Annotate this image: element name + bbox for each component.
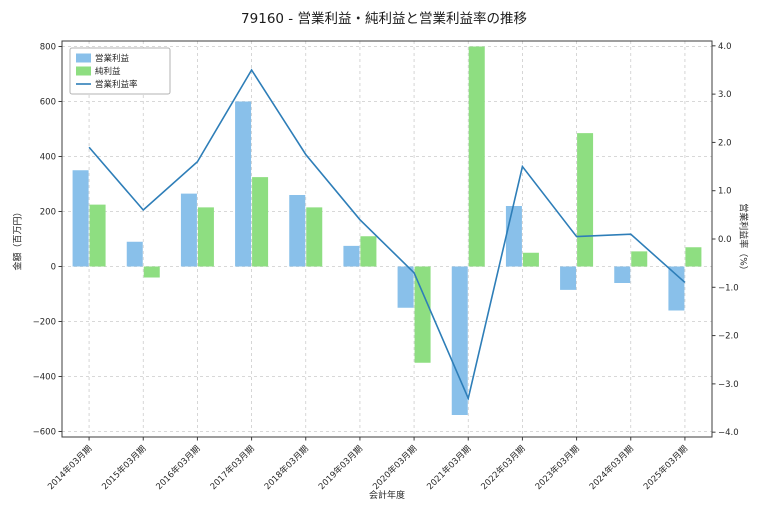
x-tick-label: 2016年03月期 — [154, 443, 203, 492]
bar — [468, 46, 485, 267]
bar — [306, 207, 323, 267]
gridlines — [62, 41, 712, 437]
bar — [414, 266, 431, 363]
bar — [577, 133, 594, 267]
bar — [614, 266, 631, 283]
legend-label: 営業利益率 — [95, 79, 138, 90]
y-tick-label-right: −4.0 — [718, 428, 739, 438]
bar — [343, 245, 360, 267]
bar — [235, 101, 252, 267]
y-tick-label-right: −3.0 — [718, 380, 739, 390]
x-tick-label: 2022年03月期 — [479, 443, 528, 492]
net-profit-bars — [89, 46, 702, 363]
x-tick-label: 2023年03月期 — [533, 443, 582, 492]
bar — [289, 195, 306, 267]
y-tick-label-left: 600 — [40, 98, 56, 108]
bar — [668, 266, 685, 311]
x-tick-label: 2015年03月期 — [100, 443, 149, 492]
x-tick-label: 2019年03月期 — [316, 443, 365, 492]
bar — [685, 247, 702, 267]
x-tick-label: 2018年03月期 — [262, 443, 311, 492]
legend-swatch — [76, 53, 91, 63]
x-axis-label: 会計年度 — [368, 491, 406, 501]
bar — [72, 170, 89, 267]
bar — [180, 193, 197, 267]
bar — [252, 177, 269, 267]
bar — [560, 266, 577, 290]
bar — [451, 266, 468, 415]
y-tick-label-left: −200 — [33, 318, 56, 328]
y-tick-label-right: −1.0 — [718, 283, 739, 293]
profit-margin-line — [88, 68, 686, 401]
y-tick-label-left: −600 — [33, 428, 56, 438]
y-tick-label-left: 0 — [51, 263, 56, 273]
y-tick-label-left: −400 — [33, 373, 56, 383]
legend-label: 営業利益 — [95, 53, 130, 64]
axis-ticks — [58, 45, 716, 441]
x-tick-label: 2014年03月期 — [45, 443, 94, 492]
plot-border — [61, 40, 713, 438]
y-tick-label-left: 200 — [40, 208, 56, 218]
bar — [397, 266, 414, 308]
y-tick-label-right: 0.0 — [718, 235, 732, 245]
x-tick-label: 2024年03月期 — [587, 443, 636, 492]
bar — [197, 207, 214, 267]
chart-title: 79160 - 営業利益・純利益と営業利益率の推移 — [241, 11, 527, 27]
tick-labels: 800 600 400 200 0 −200 −400 −600 4.0 3.0 2.0 1.0 0.0… — [33, 42, 739, 492]
operating-profit-bars — [72, 101, 685, 415]
y-tick-label-left: 400 — [40, 153, 56, 163]
bar — [143, 266, 160, 278]
y-tick-label-right: 2.0 — [718, 138, 732, 148]
bar — [360, 236, 377, 267]
legend-label: 純利益 — [95, 66, 121, 77]
bar — [89, 204, 106, 267]
x-tick-label: 2021年03月期 — [425, 443, 474, 492]
x-tick-label: 2020年03月期 — [370, 443, 419, 492]
y-tick-label-right: −2.0 — [718, 332, 739, 342]
legend-swatch — [76, 66, 91, 76]
y-tick-label-left: 800 — [40, 43, 56, 53]
bar — [522, 252, 539, 267]
x-tick-label: 2025年03月期 — [641, 443, 690, 492]
x-tick-label: 2017年03月期 — [208, 443, 257, 492]
bar — [631, 251, 648, 267]
bar — [505, 206, 522, 267]
y-tick-label-right: 1.0 — [718, 187, 732, 197]
bar — [126, 241, 143, 267]
y-tick-label-right: 4.0 — [718, 42, 732, 52]
y-tick-label-right: 3.0 — [718, 90, 732, 100]
